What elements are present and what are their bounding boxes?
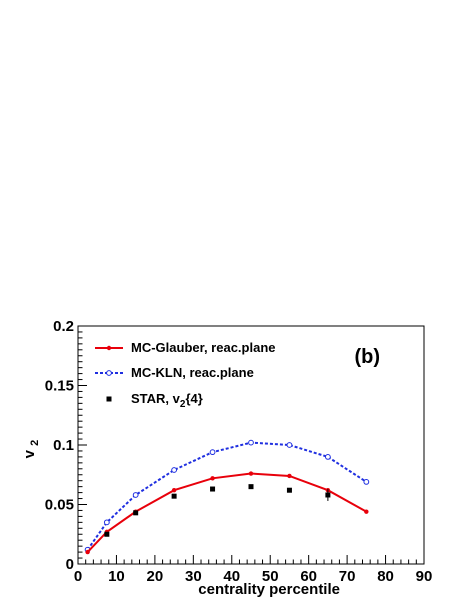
x-tick-label: 10 — [108, 568, 125, 585]
series-kln-point — [132, 492, 139, 498]
y-tick-label: 0.2 — [53, 318, 74, 335]
x-axis: 0 10 20 30 40 50 60 70 80 90 — [74, 555, 433, 585]
x-tick-label: 70 — [339, 568, 356, 585]
series-glauber-point — [248, 471, 254, 476]
legend-kln-marker — [106, 370, 112, 376]
series-glauber-point — [210, 476, 215, 481]
legend-glauber-label: MC-Glauber, reac.plane — [131, 340, 276, 355]
legend-star-label-tail: {4} — [185, 391, 202, 406]
series-star-point — [325, 492, 331, 498]
x-tick-label: 80 — [377, 568, 394, 585]
y-tick-label: 0.1 — [53, 437, 74, 454]
legend-star-label-subscript: 2 — [180, 399, 186, 410]
series-star-point — [210, 486, 216, 492]
series-layer — [84, 439, 370, 555]
series-star-point — [248, 484, 254, 490]
y-axis-title-main: v — [21, 449, 38, 458]
series-glauber-point — [85, 549, 90, 555]
y-tick-label: 0.05 — [45, 497, 74, 514]
y-axis: 0 0.05 0.1 0.15 0.2 — [45, 318, 87, 573]
series-kln-point — [324, 454, 331, 460]
x-tick-label: 40 — [223, 568, 240, 585]
x-tick-label: 30 — [185, 568, 202, 585]
x-tick-label: 90 — [416, 568, 433, 585]
series-kln-point — [209, 449, 216, 456]
series-kln-point — [248, 439, 254, 446]
series-kln-line — [86, 441, 367, 551]
x-tick-label: 20 — [147, 568, 164, 585]
series-star-point — [171, 493, 177, 499]
legend: MC-Glauber, reac.plane MC-KLN, reac.plane… — [95, 340, 276, 410]
y-tick-label: 0.15 — [45, 378, 74, 395]
x-tick-label: 60 — [300, 568, 317, 585]
legend-kln-label: MC-KLN, reac.plane — [131, 365, 254, 380]
series-kln-point — [363, 478, 370, 485]
legend-star-label-main: STAR, v — [131, 391, 181, 406]
y-axis-title-subscript: 2 — [29, 440, 41, 446]
x-axis-title: centrality percentile — [198, 581, 340, 598]
series-star-point — [133, 510, 139, 516]
series-kln-point — [103, 519, 110, 526]
series-glauber-line — [86, 472, 367, 553]
legend-star-label: STAR, v2{4} — [131, 391, 203, 410]
x-tick-label: 50 — [262, 568, 279, 585]
series-glauber-point — [287, 473, 292, 479]
series-glauber-point — [171, 488, 177, 493]
y-axis-title: v 2 — [21, 440, 41, 459]
series-kln-point — [286, 442, 293, 448]
series-kln-point — [171, 467, 178, 473]
series-star-point — [286, 487, 292, 493]
x-tick-label: 0 — [74, 568, 82, 585]
legend-glauber-marker — [106, 345, 112, 351]
series-glauber-point — [364, 509, 369, 514]
legend-star-marker — [106, 396, 112, 402]
series-star-point — [104, 531, 110, 537]
y-tick-label: 0 — [66, 556, 74, 573]
panel-label: (b) — [354, 346, 380, 368]
